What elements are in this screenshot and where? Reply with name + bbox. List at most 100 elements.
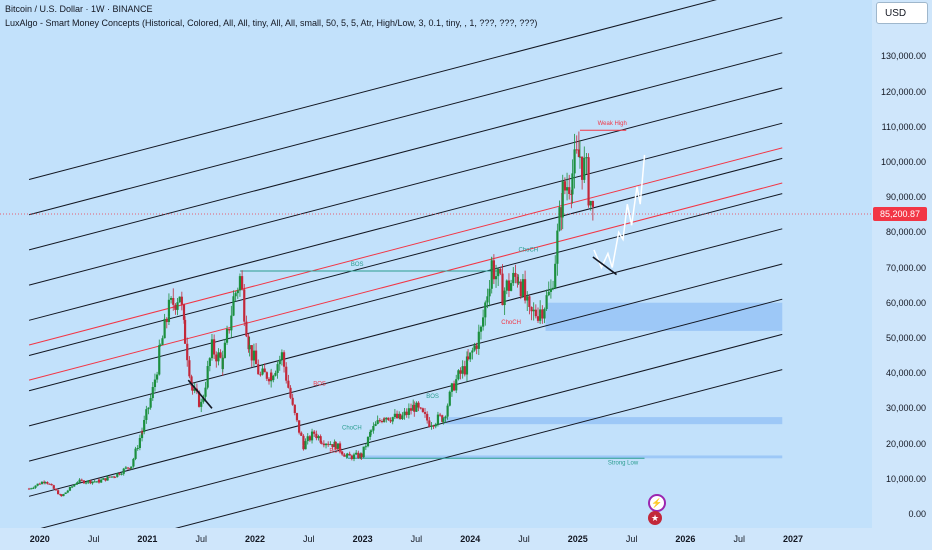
candle-body: [488, 288, 491, 297]
candle-body: [477, 331, 480, 349]
candle-body: [417, 402, 420, 408]
candle-body: [91, 481, 94, 484]
candle-body: [510, 283, 513, 291]
candle-body: [75, 483, 78, 485]
candle-body: [308, 436, 311, 441]
candle-body: [526, 296, 529, 301]
structure-label: ChoCH: [518, 248, 538, 254]
candle-body: [186, 343, 189, 361]
candle-body: [102, 478, 105, 480]
candle-body: [512, 272, 515, 284]
candle-body: [270, 372, 273, 381]
candle-body: [448, 391, 451, 406]
candle-body: [210, 339, 214, 359]
candle-body: [471, 350, 474, 353]
channel-line: [28, 122, 783, 321]
candle-body: [238, 276, 242, 291]
candle-body: [182, 304, 186, 320]
candle-body: [587, 157, 590, 206]
candle-body: [413, 404, 416, 412]
candle-body: [174, 304, 177, 310]
us-flag-event-icon[interactable]: ★: [648, 511, 662, 525]
candle-body: [391, 417, 394, 422]
candle-body: [313, 431, 316, 434]
candle-body: [110, 476, 114, 478]
candle-body: [583, 157, 586, 180]
candle-body: [389, 420, 392, 422]
candle-body: [320, 442, 323, 444]
candle-body: [282, 352, 286, 367]
time-tick-label: 2025: [567, 534, 588, 544]
price-tick-label: 80,000.00: [885, 227, 926, 238]
candle-body: [188, 360, 191, 377]
candle-body: [455, 379, 458, 391]
candle-body: [252, 350, 256, 361]
candle-body: [541, 309, 544, 319]
candle-body: [436, 414, 440, 425]
currency-button[interactable]: USD: [876, 2, 928, 24]
channel-line: [28, 17, 783, 216]
candle-body: [350, 455, 353, 460]
candle-body: [561, 181, 564, 218]
candle-body: [327, 443, 330, 445]
candle-body: [46, 482, 49, 484]
price-tick-label: 50,000.00: [885, 332, 926, 343]
candle-body: [459, 370, 462, 374]
candle-body: [405, 411, 408, 415]
candle-body: [369, 431, 372, 437]
candle-body: [304, 441, 307, 450]
price-tick-label: 110,000.00: [881, 121, 926, 132]
candle-body: [293, 404, 296, 414]
time-tick-label: 2020: [29, 534, 50, 544]
candle-body: [430, 425, 433, 427]
candle-body: [87, 480, 90, 483]
time-tick-label: Jul: [625, 534, 638, 544]
candle-body: [241, 276, 244, 290]
candle-body: [302, 435, 305, 446]
candle-body: [442, 418, 445, 422]
candle-body: [407, 408, 410, 415]
time-axis[interactable]: 2020 Jul 2021 Jul 2022 Jul 2023 Jul 2024 Jul 2025 J…: [0, 528, 932, 550]
price-chart[interactable]: BOS Weak High ChoCH ChoCH BOS ChoCH BOS BOS Stro…: [0, 0, 872, 528]
projection-path: [593, 154, 646, 270]
candle-body: [536, 316, 540, 321]
candle-body: [78, 479, 81, 483]
zone-box: [443, 417, 783, 425]
time-tick-label: Jul: [410, 534, 423, 544]
candle-body: [573, 149, 576, 174]
candle-body: [551, 287, 555, 289]
price-axis[interactable]: 0.00 10,000.00 20,000.00 30,000.00 40,000.00…: [872, 0, 932, 528]
candle-body: [134, 448, 137, 459]
candle-body: [124, 467, 127, 469]
candle-body: [348, 453, 351, 456]
candle-body: [232, 296, 235, 316]
lightning-event-icon[interactable]: ⚡: [648, 494, 666, 512]
candle-body: [60, 494, 63, 497]
candle-body: [523, 279, 527, 301]
time-tick-label: 2026: [675, 534, 696, 544]
candle-body: [70, 486, 74, 488]
candle-body: [193, 388, 196, 391]
candle-body: [419, 407, 422, 409]
candle-body: [345, 455, 348, 457]
candle-body: [401, 415, 404, 420]
channel-line: [28, 263, 783, 462]
time-tick-label: Jul: [303, 534, 315, 544]
candle-body: [549, 288, 553, 292]
candle-body: [259, 374, 262, 376]
candle-body: [66, 490, 69, 493]
candle-body: [180, 296, 183, 305]
candle-body: [578, 156, 582, 158]
candle-body: [190, 376, 193, 386]
candle-body: [138, 438, 141, 449]
price-tick-label: 130,000.00: [880, 51, 926, 62]
candle-body: [228, 328, 231, 331]
candle-body: [276, 364, 279, 373]
channel-line: [28, 228, 783, 427]
candle-body: [48, 483, 51, 485]
candle-body: [570, 193, 573, 195]
candle-body: [183, 319, 187, 344]
candle-body: [167, 299, 171, 317]
structure-label: ChoCH: [501, 320, 521, 326]
